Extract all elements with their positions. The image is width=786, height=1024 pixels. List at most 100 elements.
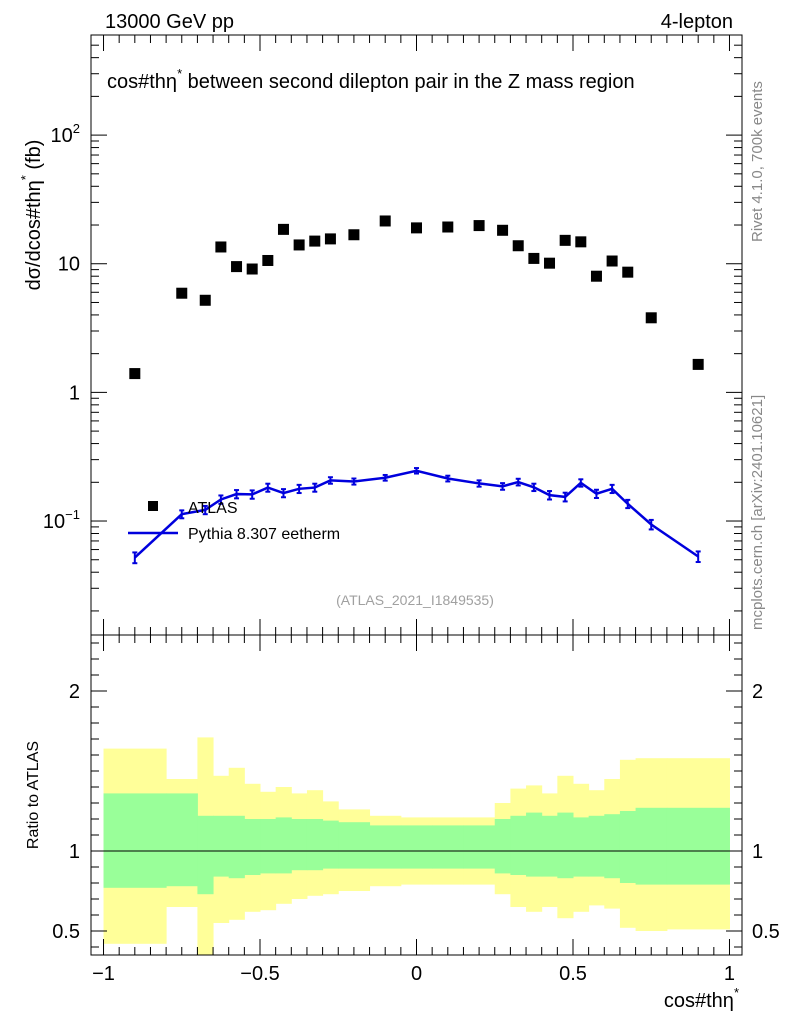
ratio-band-inner [228, 815, 245, 879]
ratio-y-axis-label: Ratio to ATLAS [25, 741, 42, 849]
main-y-tick-labels: 10−1 1 10 102 [43, 121, 80, 533]
ratio-band-inner [166, 793, 198, 887]
main-y-axis-label-main: dσ/dcos#thη [23, 180, 45, 290]
legend-mc-label: Pythia 8.307 eetherm [188, 526, 340, 543]
rivet-label: Rivet 4.1.0, 700k events [749, 81, 766, 242]
ratio-band-inner [557, 812, 574, 879]
ratio-band-inner [369, 825, 402, 869]
atlas-data-point [497, 224, 509, 236]
ratio-band-inner [541, 815, 558, 877]
atlas-data-point [473, 220, 485, 232]
atlas-data-point [559, 234, 571, 246]
analysis-watermark: (ATLAS_2021_I1849535) [336, 592, 494, 608]
atlas-data-point [293, 239, 305, 251]
atlas-data-point [544, 257, 556, 269]
ratio-y-tick-label-left: 2 [69, 681, 80, 703]
ratio-y-tick-label-right: 2 [752, 681, 763, 703]
ratio-band-inner [197, 815, 214, 895]
ratio-band-inner [635, 807, 668, 885]
atlas-data-point [692, 358, 704, 370]
main-title-rest: between second dilepton pair in the Z ma… [182, 71, 635, 93]
ratio-band-inner [306, 819, 324, 871]
channel-label: 4-lepton [661, 11, 733, 33]
ratio-band-inner [510, 815, 527, 875]
ratio-band-inner [463, 825, 496, 869]
atlas-data-point [309, 235, 321, 247]
legend: ATLAS Pythia 8.307 eetherm [128, 500, 340, 543]
x-tick-label: −0.5 [240, 963, 279, 985]
atlas-series [129, 215, 704, 380]
ratio-band-inner [244, 819, 261, 875]
x-tick-label: 1 [724, 963, 735, 985]
ratio-y-tick-label-right: 1 [752, 841, 763, 863]
main-y-tick-label: 10−1 [43, 507, 80, 533]
atlas-data-point [199, 294, 211, 306]
x-axis-label: cos#thη* [664, 985, 739, 1012]
ratio-panel-ticks [91, 635, 742, 955]
x-tick-label: −1 [92, 963, 115, 985]
ratio-band-inner [338, 822, 371, 869]
ratio-band-inner [572, 817, 590, 877]
main-panel-frame [90, 34, 743, 636]
main-y-tick-label: 102 [51, 121, 80, 147]
legend-atlas-marker [148, 501, 158, 511]
atlas-data-point [622, 266, 634, 278]
atlas-data-point [575, 236, 587, 248]
atlas-data-point [231, 261, 243, 273]
x-tick-labels: −1 −0.5 0 0.5 1 [92, 963, 735, 985]
atlas-data-point [324, 233, 336, 245]
main-title-sup: * [177, 66, 182, 81]
main-y-tick-label: 10 [58, 254, 80, 276]
atlas-data-point [129, 368, 141, 380]
atlas-data-point [442, 221, 454, 233]
ratio-band-inner [588, 815, 605, 877]
atlas-data-point [262, 254, 274, 266]
atlas-data-point [606, 255, 618, 267]
ratio-band-inner [619, 811, 637, 883]
energy-label: 13000 GeV pp [105, 11, 234, 33]
x-axis-label-main: cos#thη [664, 990, 734, 1012]
ratio-bands [103, 737, 730, 955]
ratio-band-inner [103, 793, 167, 888]
source-label: mcplots.cern.ch [arXiv:2401.10621] [749, 395, 766, 630]
ratio-y-tick-label-right: 0.5 [752, 921, 780, 943]
atlas-data-point [645, 312, 657, 324]
ratio-band-inner [213, 815, 230, 877]
x-axis-label-sup: * [734, 985, 739, 1000]
main-title-main: cos#thη [107, 71, 177, 93]
main-panel-ticks [91, 34, 742, 635]
atlas-data-point [176, 287, 188, 299]
ratio-band-inner [666, 807, 730, 885]
main-y-tick-label: 1 [69, 382, 80, 404]
ratio-band-inner [526, 812, 543, 877]
atlas-data-point [277, 223, 289, 235]
atlas-data-point [528, 252, 540, 264]
atlas-data-point [379, 215, 391, 227]
mc-series [132, 467, 701, 565]
main-y-axis-label: dσ/dcos#thη* (fb) [18, 140, 45, 291]
ratio-band-inner [322, 820, 339, 869]
legend-atlas-label: ATLAS [188, 500, 238, 517]
ratio-band-inner [400, 825, 433, 869]
ratio-y-tick-label-left: 1 [69, 841, 80, 863]
ratio-y-tick-label-left: 0.5 [52, 921, 80, 943]
main-y-axis-label-rest: (fb) [23, 140, 45, 176]
atlas-data-point [246, 263, 258, 275]
x-tick-label: 0.5 [559, 963, 587, 985]
ratio-band-inner [432, 825, 464, 869]
atlas-data-point [590, 270, 602, 282]
x-tick-label: 0 [411, 963, 422, 985]
main-y-axis-label-sup: * [18, 175, 33, 180]
ratio-band-inner [291, 819, 308, 871]
ratio-band-inner [604, 814, 621, 879]
atlas-data-point [215, 241, 227, 253]
ratio-band-inner [494, 819, 511, 874]
ratio-band-inner [260, 819, 277, 874]
ratio-panel: 0.5 0.5 1 1 2 2 −1 −0.5 0 0.5 1 Ratio to ATLAS co… [25, 634, 780, 1012]
atlas-data-point [348, 229, 360, 241]
atlas-data-point [411, 222, 422, 234]
ratio-y-tick-labels: 0.5 0.5 1 1 2 2 [52, 681, 780, 943]
atlas-data-point [512, 240, 524, 252]
